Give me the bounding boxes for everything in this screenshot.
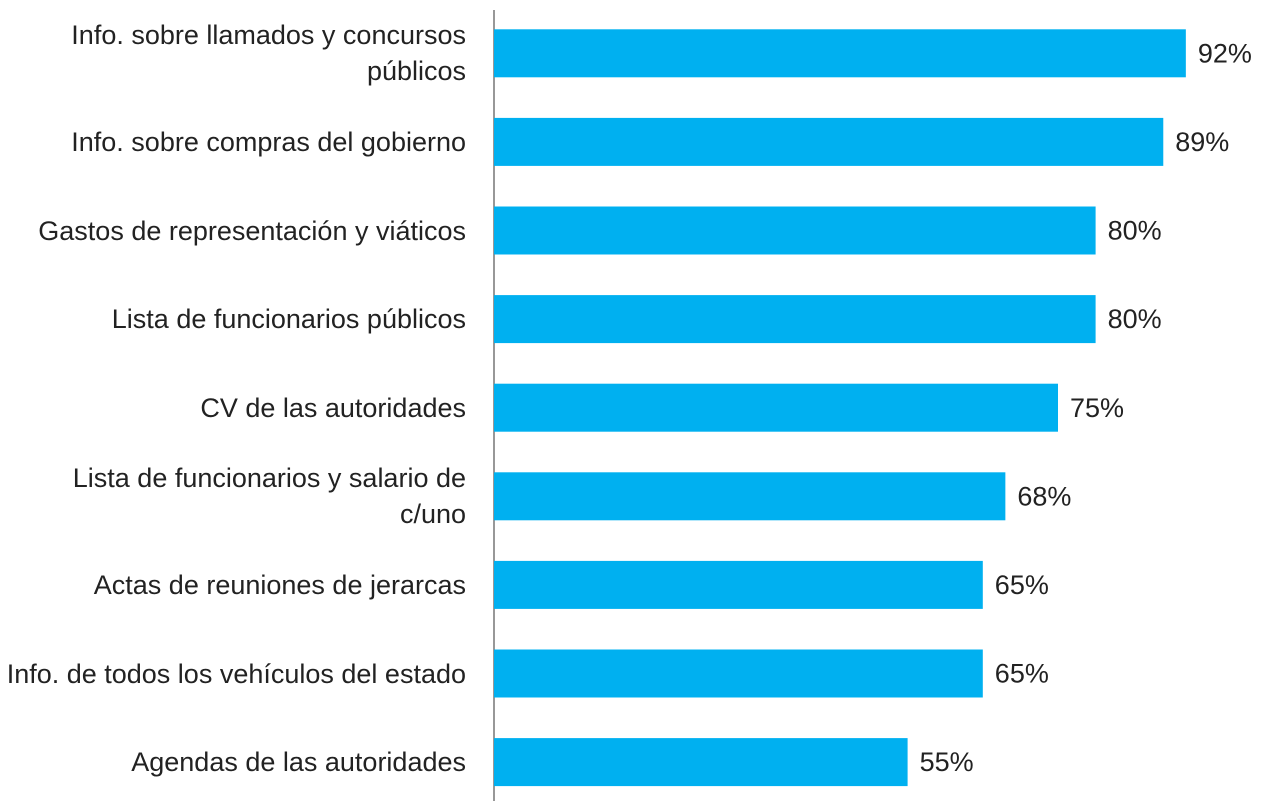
bar bbox=[494, 29, 1186, 78]
category-label: CV de las autoridades bbox=[200, 392, 466, 423]
bar bbox=[494, 117, 1164, 166]
value-label: 92% bbox=[1198, 38, 1252, 68]
value-label: 65% bbox=[995, 659, 1049, 689]
bar bbox=[494, 295, 1096, 344]
value-label: 80% bbox=[1108, 304, 1162, 334]
category-label: Lista de funcionarios públicos bbox=[111, 304, 466, 335]
bar bbox=[494, 383, 1058, 432]
category-label: Actas de reuniones de jerarcas bbox=[93, 569, 466, 600]
bar bbox=[494, 206, 1096, 255]
bar bbox=[494, 649, 983, 698]
category-label: Info. sobre compras del gobierno bbox=[71, 126, 466, 157]
value-label: 55% bbox=[920, 747, 974, 777]
category-label: Lista de funcionarios y salario de c/uno bbox=[72, 463, 466, 530]
category-label: Info. de todos los vehículos del estado bbox=[6, 658, 466, 689]
value-label: 89% bbox=[1175, 127, 1229, 157]
value-label: 80% bbox=[1108, 216, 1162, 246]
bar bbox=[494, 560, 983, 609]
value-label: 75% bbox=[1070, 393, 1124, 423]
category-label: Info. sobre llamados y concursos público… bbox=[71, 20, 466, 87]
category-label: Agendas de las autoridades bbox=[131, 747, 466, 778]
category-label: Gastos de representación y viáticos bbox=[38, 215, 466, 246]
bar bbox=[494, 472, 1006, 521]
value-label: 65% bbox=[995, 570, 1049, 600]
value-label: 68% bbox=[1017, 481, 1071, 511]
bar bbox=[494, 738, 908, 787]
